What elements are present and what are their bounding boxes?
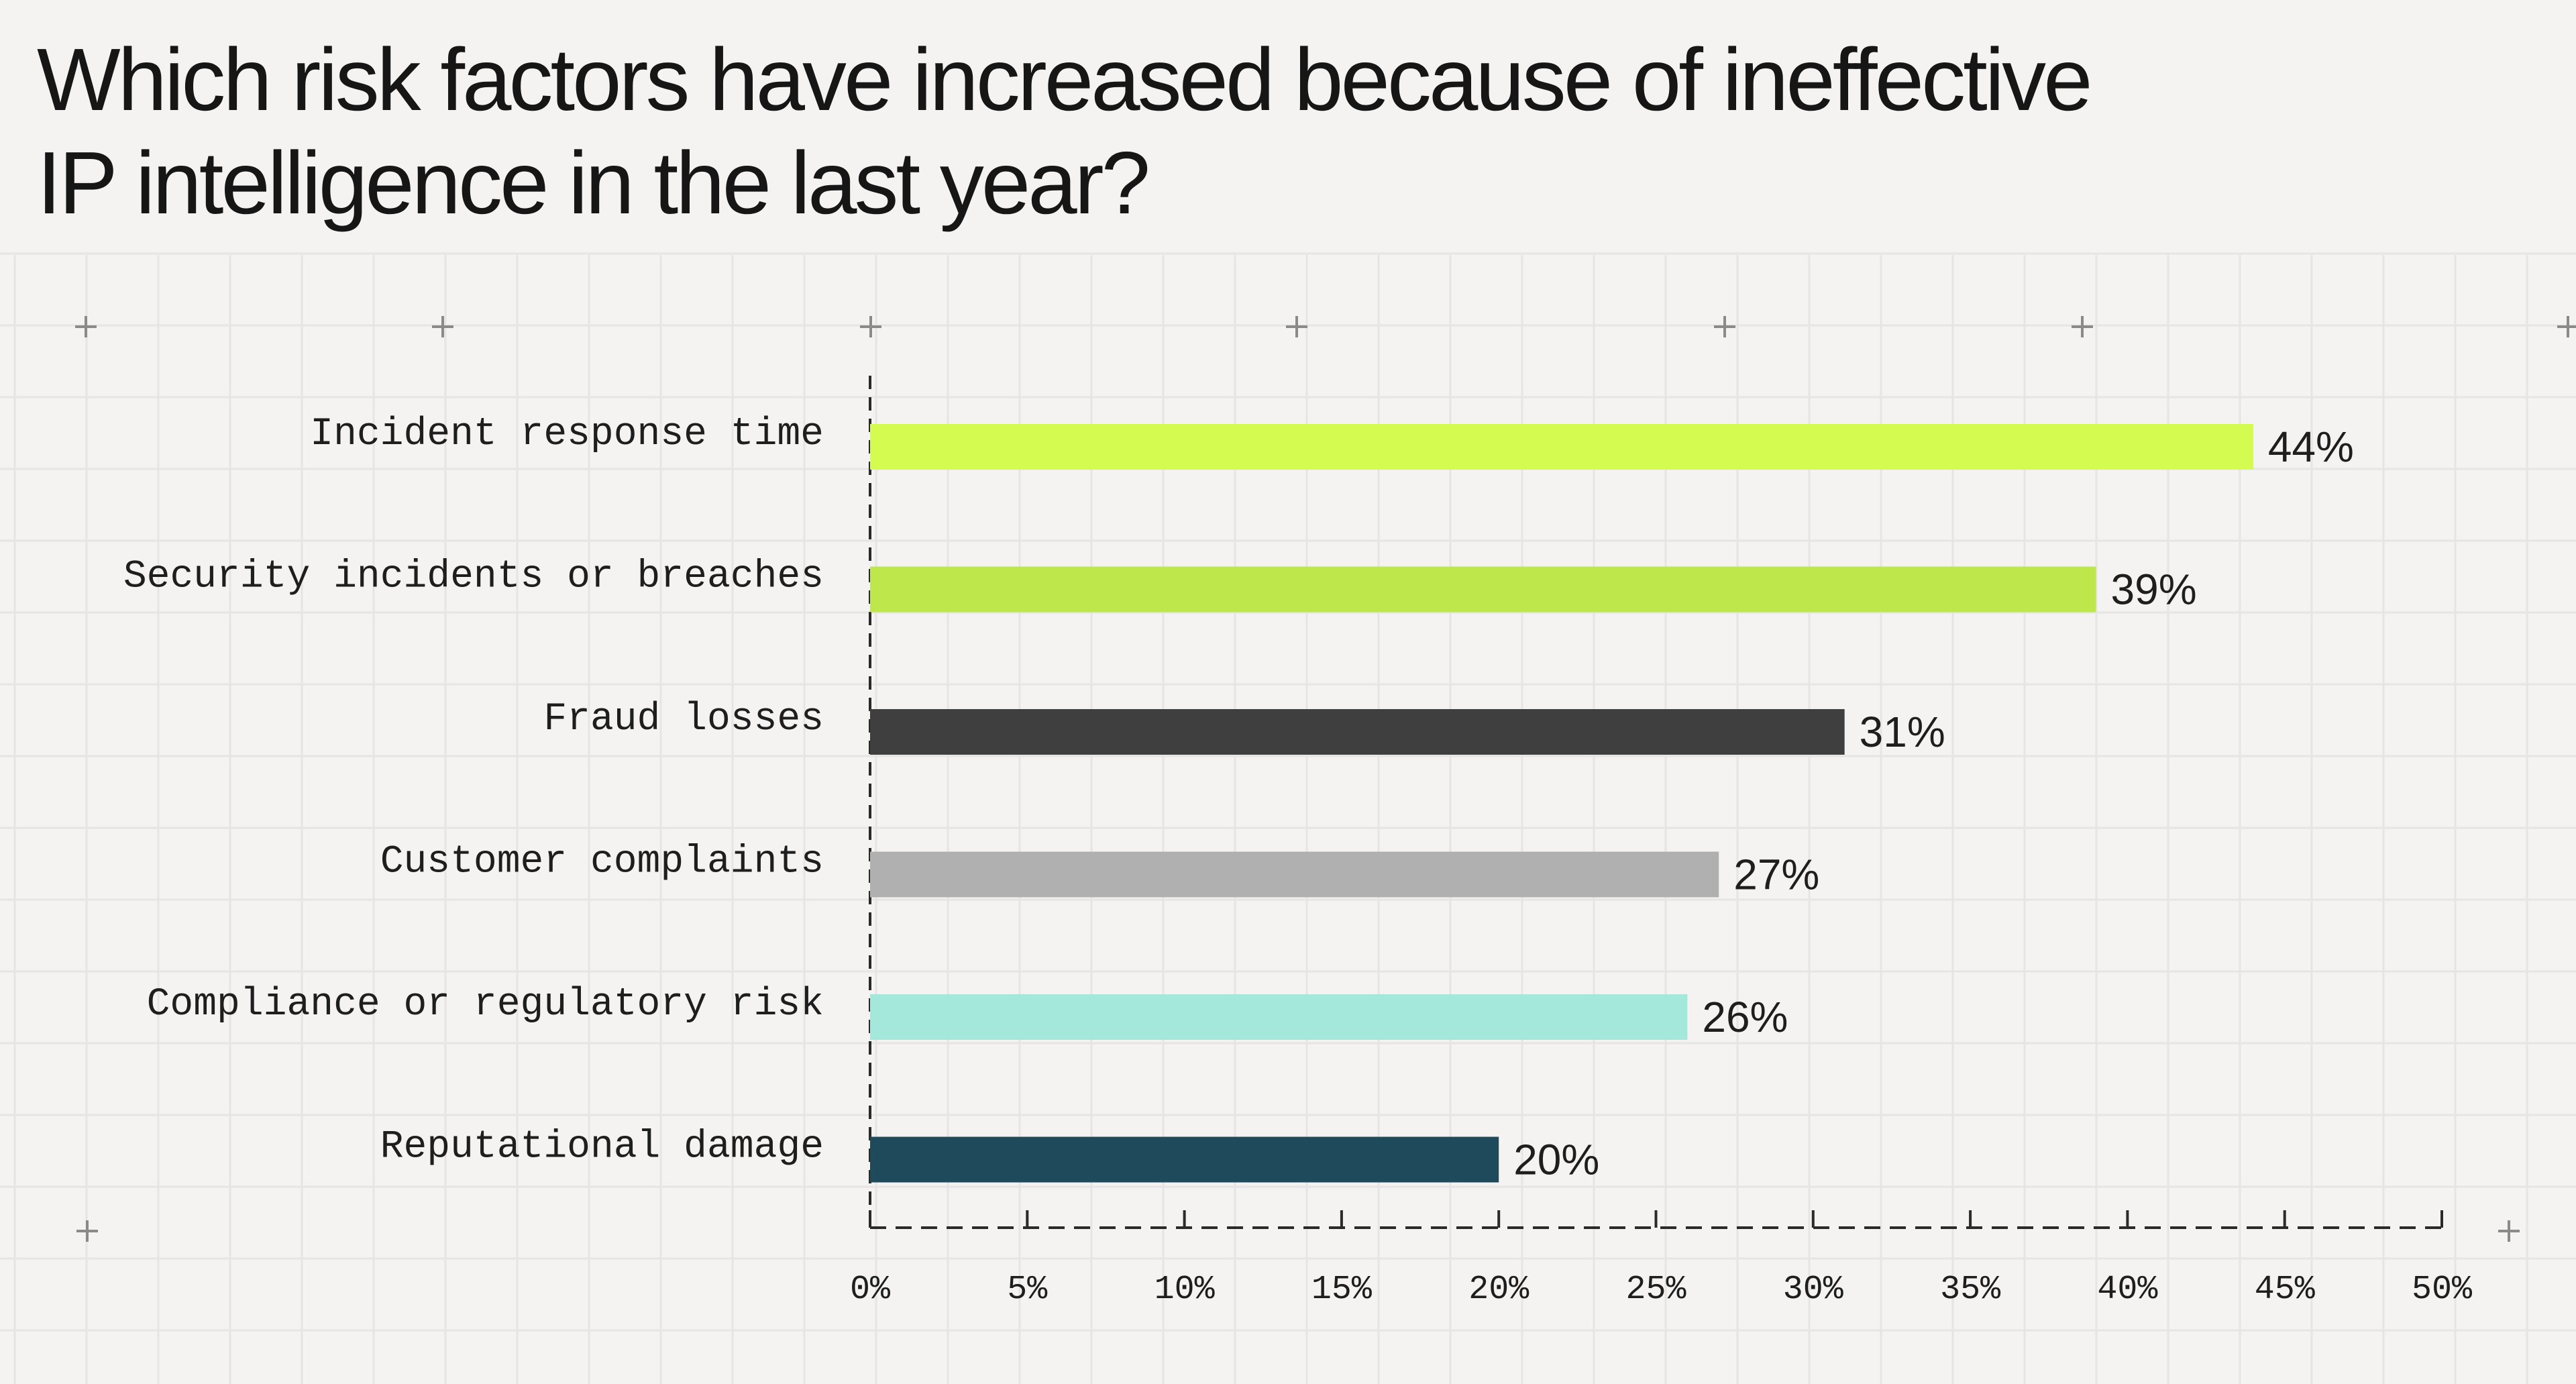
x-tick-label: 35% xyxy=(1940,1271,2001,1309)
crosshair-marker xyxy=(1714,316,1735,337)
axes xyxy=(869,376,2443,1229)
crosshair-marker xyxy=(432,316,453,337)
crosshair-marker xyxy=(2072,316,2093,337)
bars xyxy=(870,424,2253,1183)
crosshair-marker xyxy=(76,1220,98,1242)
x-tick-label: 0% xyxy=(850,1271,891,1309)
bar xyxy=(870,566,2096,613)
value-label: 27% xyxy=(1733,851,1819,899)
chart-title-line-1: Which risk factors have increased becaus… xyxy=(37,30,2093,129)
x-tick-label: 40% xyxy=(2097,1271,2158,1309)
crosshair-marker xyxy=(75,316,97,337)
crosshair-marker xyxy=(1286,316,1307,337)
x-tick-label: 45% xyxy=(2255,1271,2316,1309)
bar xyxy=(870,709,1845,755)
x-tick-label: 10% xyxy=(1155,1271,1216,1309)
x-tick-label: 15% xyxy=(1311,1271,1373,1309)
category-label: Security incidents or breaches xyxy=(123,555,824,599)
category-label: Customer complaints xyxy=(380,841,824,884)
crosshair-marker xyxy=(860,316,881,337)
x-tick-label: 20% xyxy=(1468,1271,1529,1309)
crosshair-marker xyxy=(2498,1220,2520,1242)
bar xyxy=(870,424,2253,470)
bar xyxy=(870,851,1719,898)
category-label: Reputational damage xyxy=(380,1126,824,1169)
chart-title-line-2: IP intelligence in the last year? xyxy=(37,134,1150,232)
category-label: Fraud losses xyxy=(543,698,824,741)
grid-lines xyxy=(0,252,2576,1384)
value-label: 26% xyxy=(1702,993,1788,1041)
value-label: 44% xyxy=(2268,423,2354,471)
category-label: Compliance or regulatory risk xyxy=(147,983,824,1026)
crosshair-markers xyxy=(75,316,2576,1242)
category-label: Incident response time xyxy=(310,413,824,456)
x-tick-label: 30% xyxy=(1783,1271,1844,1309)
bar xyxy=(870,994,1688,1040)
x-tick-label: 50% xyxy=(2412,1271,2473,1309)
x-tick-label: 25% xyxy=(1625,1271,1686,1309)
value-label: 39% xyxy=(2111,566,2197,614)
labels: 0% 5% 10% 15% 20% 25% 30% 35% 40% 45% 50% Incident … xyxy=(123,413,2473,1309)
chart-title: Which risk factors have increased becaus… xyxy=(37,28,2452,235)
crosshair-marker xyxy=(2557,316,2576,337)
x-tick-label: 5% xyxy=(1007,1271,1048,1309)
value-label: 31% xyxy=(1860,708,1945,756)
bar xyxy=(870,1136,1499,1183)
value-label: 20% xyxy=(1513,1136,1599,1184)
